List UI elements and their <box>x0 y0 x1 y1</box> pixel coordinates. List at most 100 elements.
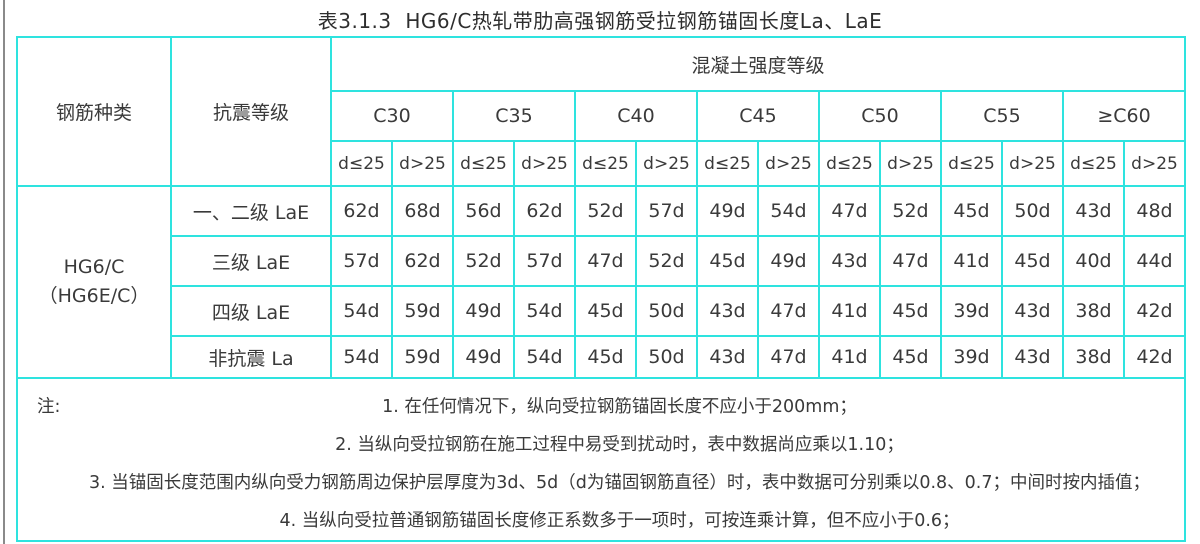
note-line: 4. 当纵向受拉普通钢筋锚固长度修正系数多于一项时，可按连乘计算，但不应小于0.… <box>279 511 960 531</box>
anchorage-value-cell: 47d <box>574 235 637 287</box>
concrete-grade-header: C30 <box>330 90 454 142</box>
concrete-grade-header: C40 <box>574 90 698 142</box>
anchorage-value-cell: 47d <box>818 185 881 237</box>
table-row: 非抗震 La 54d 59d 49d 54d 45d 50d 43d 47d 41d 45d 39d 4… <box>17 335 1186 379</box>
anchorage-value-cell: 59d <box>391 335 454 379</box>
diameter-header: d≤25 <box>696 140 759 187</box>
diameter-header: d>25 <box>879 140 942 187</box>
seismic-grade-label: 非抗震 La <box>170 335 332 379</box>
anchorage-length-table: 钢筋种类 抗震等级 混凝土强度等级 C30 C35 C40 C45 C50 C55 ≥C60… <box>16 36 1186 542</box>
anchorage-value-cell: 38d <box>1062 285 1125 337</box>
anchorage-value-cell: 43d <box>696 285 759 337</box>
anchorage-value-cell: 50d <box>635 285 698 337</box>
anchorage-value-cell: 59d <box>391 285 454 337</box>
diameter-header: d≤25 <box>330 140 393 187</box>
diameter-header: d>25 <box>513 140 576 187</box>
anchorage-value-cell: 45d <box>879 285 942 337</box>
anchorage-value-cell: 52d <box>635 235 698 287</box>
anchorage-value-cell: 54d <box>330 335 393 379</box>
diameter-header: d≤25 <box>452 140 515 187</box>
anchorage-value-cell: 62d <box>330 185 393 237</box>
anchorage-value-cell: 47d <box>757 285 820 337</box>
diameter-header: d≤25 <box>818 140 881 187</box>
concrete-grade-header: C55 <box>940 90 1064 142</box>
anchorage-value-cell: 41d <box>818 335 881 379</box>
anchorage-value-cell: 57d <box>635 185 698 237</box>
note-line: 3. 当锚固长度范围内纵向受力钢筋周边保护层厚度为3d、5d（d为锚固钢筋直径）… <box>88 473 1150 493</box>
concrete-grade-header: C35 <box>452 90 576 142</box>
table-row: 三级 LaE 57d 62d 52d 57d 47d 52d 45d 49d 43d 47d 41d 4… <box>17 235 1186 287</box>
anchorage-value-cell: 49d <box>757 235 820 287</box>
seismic-grade-label: 一、二级 LaE <box>170 185 332 237</box>
anchorage-value-cell: 52d <box>879 185 942 237</box>
anchorage-value-cell: 49d <box>452 285 515 337</box>
anchorage-value-cell: 49d <box>452 335 515 379</box>
seismic-grade-label: 四级 LaE <box>170 285 332 337</box>
anchorage-value-cell: 45d <box>879 335 942 379</box>
anchorage-value-cell: 45d <box>574 285 637 337</box>
anchorage-value-cell: 47d <box>757 335 820 379</box>
anchorage-value-cell: 49d <box>696 185 759 237</box>
diameter-header: d≤25 <box>940 140 1003 187</box>
anchorage-value-cell: 68d <box>391 185 454 237</box>
table-title: 表3.1.3 HG6/C热轧带肋高强钢筋受拉钢筋锚固长度La、LaE <box>317 9 883 33</box>
notes-cell: 注: 1. 在任何情况下，纵向受拉钢筋锚固长度不应小于200mm； 2. 当纵向受拉… <box>16 377 1186 542</box>
anchorage-value-cell: 54d <box>330 285 393 337</box>
rebar-type-line: （HG6E/C） <box>38 285 150 307</box>
anchorage-value-cell: 44d <box>1123 235 1186 287</box>
diameter-row: d≤25 d>25 d≤25 d>25 d≤25 d>25 d≤25 d>25 d≤25 d>25… <box>17 140 1186 187</box>
drawing-frame-line <box>3 0 5 544</box>
header-seismic-grade: 抗震等级 <box>170 36 332 187</box>
anchorage-value-cell: 45d <box>940 185 1003 237</box>
anchorage-value-cell: 38d <box>1062 335 1125 379</box>
anchorage-value-cell: 45d <box>574 335 637 379</box>
diameter-header: d≤25 <box>574 140 637 187</box>
anchorage-value-cell: 54d <box>757 185 820 237</box>
anchorage-value-cell: 43d <box>696 335 759 379</box>
anchorage-value-cell: 40d <box>1062 235 1125 287</box>
notes-block: 注: 1. 在任何情况下，纵向受拉钢筋锚固长度不应小于200mm； 2. 当纵向受拉… <box>19 380 1183 539</box>
anchorage-value-cell: 42d <box>1123 285 1186 337</box>
anchorage-value-cell: 57d <box>330 235 393 287</box>
anchorage-value-cell: 41d <box>818 285 881 337</box>
anchorage-value-cell: 39d <box>940 335 1003 379</box>
anchorage-value-cell: 54d <box>513 335 576 379</box>
diameter-header: d>25 <box>1001 140 1064 187</box>
anchorage-value-cell: 48d <box>1123 185 1186 237</box>
anchorage-value-cell: 50d <box>1001 185 1064 237</box>
diameter-header: d>25 <box>391 140 454 187</box>
notes-row: 注: 1. 在任何情况下，纵向受拉钢筋锚固长度不应小于200mm； 2. 当纵向受拉… <box>16 377 1186 542</box>
anchorage-value-cell: 43d <box>1062 185 1125 237</box>
anchorage-value-cell: 52d <box>452 235 515 287</box>
anchorage-value-cell: 57d <box>513 235 576 287</box>
anchorage-value-cell: 62d <box>391 235 454 287</box>
concrete-grade-header: ≥C60 <box>1062 90 1186 142</box>
concrete-grade-row: C30 C35 C40 C45 C50 C55 ≥C60 <box>17 90 1186 142</box>
concrete-grade-header: C50 <box>818 90 942 142</box>
anchorage-value-cell: 47d <box>879 235 942 287</box>
anchorage-value-cell: 45d <box>1001 235 1064 287</box>
table-row: HG6/C （HG6E/C） 一、二级 LaE 62d 68d 56d 62d 52d 57d 4… <box>16 185 1186 379</box>
diameter-header: d≤25 <box>1062 140 1125 187</box>
header-rebar-type: 钢筋种类 <box>16 36 172 187</box>
note-line: 2. 当纵向受拉钢筋在施工过程中易受到扰动时，表中数据尚应乘以1.10； <box>335 435 904 455</box>
anchorage-value-cell: 43d <box>1001 285 1064 337</box>
rebar-type-cell: HG6/C （HG6E/C） <box>16 185 172 379</box>
note-line: 1. 在任何情况下，纵向受拉钢筋锚固长度不应小于200mm； <box>382 397 857 417</box>
concrete-grade-header: C45 <box>696 90 820 142</box>
notes-label: 注: <box>37 397 61 417</box>
anchorage-value-cell: 45d <box>696 235 759 287</box>
diameter-header: d>25 <box>635 140 698 187</box>
anchorage-value-cell: 43d <box>1001 335 1064 379</box>
anchorage-value-cell: 41d <box>940 235 1003 287</box>
seismic-grade-label: 三级 LaE <box>170 235 332 287</box>
diameter-header: d>25 <box>1123 140 1186 187</box>
anchorage-value-cell: 39d <box>940 285 1003 337</box>
anchorage-value-cell: 50d <box>635 335 698 379</box>
anchorage-value-cell: 62d <box>513 185 576 237</box>
diameter-header: d>25 <box>757 140 820 187</box>
anchorage-value-cell: 42d <box>1123 335 1186 379</box>
anchorage-value-cell: 43d <box>818 235 881 287</box>
anchorage-value-cell: 52d <box>574 185 637 237</box>
